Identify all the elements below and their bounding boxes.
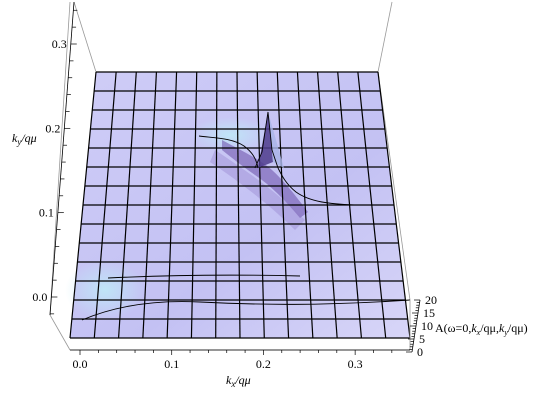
z-tick-label: 5 [419, 332, 425, 346]
grid-line-vertical [316, 71, 338, 339]
y-tick-label: 0.1 [39, 206, 54, 220]
x-tick-label: 0.3 [348, 357, 363, 371]
x-tick-label: 0.1 [164, 357, 179, 371]
y-axis-line [49, 1, 75, 316]
surface-highlight-top [190, 117, 270, 153]
grid-line-vertical [377, 71, 411, 339]
grid-line-vertical [357, 71, 387, 339]
peak-spike-light [268, 112, 284, 168]
y-tick-label: 0.0 [32, 290, 47, 304]
grid-line-vertical [276, 71, 290, 339]
z-axis-ticks [406, 299, 420, 353]
y-axis-ticks [50, 9, 78, 315]
x-axis-label: kx/qμ [226, 373, 251, 389]
y-tick-label: 0.2 [45, 121, 60, 135]
z-tick-label: 10 [421, 319, 433, 333]
grid-line-vertical [256, 71, 265, 339]
y-tick-label: 0.3 [52, 37, 67, 51]
contour-curves [81, 135, 411, 321]
x-axis-tick-labels: 0.0 0.1 0.2 0.3 [73, 357, 363, 371]
x-axis: 0.0 0.1 0.2 0.3 [70, 349, 410, 371]
grid-line-vertical [296, 71, 314, 339]
y-axis-label: ky/qμ [12, 131, 37, 147]
peak-spike-outline [254, 111, 279, 169]
surface-gridlines [69, 71, 411, 339]
x-tick-label: 0.2 [256, 357, 271, 371]
ridge-shadow-soft [210, 150, 305, 230]
z-tick-label: 15 [423, 306, 435, 320]
x-tick-label: 0.0 [73, 357, 88, 371]
ridge-shadow [222, 140, 308, 218]
surface-highlight-left [65, 260, 145, 320]
z-tick-label: 0 [417, 345, 423, 359]
box-back-edges [73, 1, 411, 301]
z-axis-label: A(ω=0,kx/qμ,ky/qμ) [435, 321, 528, 337]
surface [65, 71, 411, 339]
y-axis: 0.0 0.1 0.2 0.3 [32, 1, 78, 316]
x-axis-ticks [79, 350, 393, 355]
z-tick-label: 20 [425, 293, 437, 307]
y-axis-tick-labels: 0.0 0.1 0.2 0.3 [32, 37, 66, 304]
